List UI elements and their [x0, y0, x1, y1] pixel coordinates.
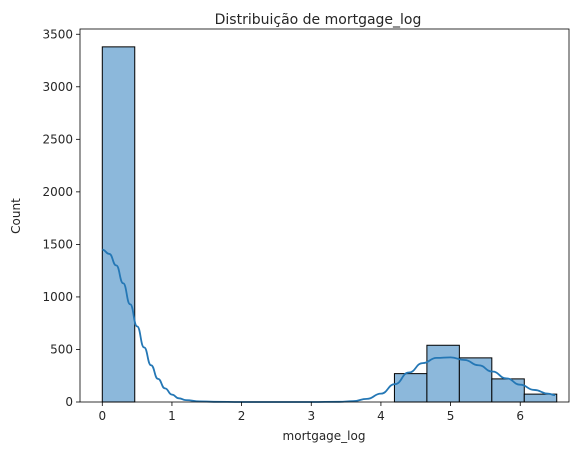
y-tick-label: 2000	[42, 185, 73, 199]
x-tick-label: 4	[377, 409, 385, 423]
y-tick-label: 0	[65, 395, 73, 409]
histogram-bar	[101, 46, 136, 403]
y-tick-label: 1000	[42, 290, 73, 304]
y-tick-label: 2500	[42, 132, 73, 146]
y-tick-label: 3500	[42, 27, 73, 41]
y-axis-label: Count	[9, 198, 23, 234]
x-axis-ticks: 0 1 2 3 4 5 6	[98, 402, 524, 423]
histogram-bar	[426, 344, 460, 403]
x-tick-label: 6	[516, 409, 524, 423]
x-tick-label: 5	[447, 409, 455, 423]
histogram-bars	[101, 46, 558, 403]
histogram-bar	[393, 373, 428, 403]
y-tick-label: 1500	[42, 237, 73, 251]
x-axis-label: mortgage_log	[283, 429, 366, 443]
histogram-bar	[491, 378, 525, 403]
x-tick-label: 2	[238, 409, 246, 423]
y-tick-label: 500	[50, 342, 73, 356]
chart-title: Distribuição de mortgage_log	[215, 12, 422, 28]
x-tick-label: 3	[307, 409, 315, 423]
y-axis-ticks: 0 500 1000 1500 2000 2500 3000 3500	[42, 27, 80, 409]
plot-frame	[79, 28, 570, 403]
x-tick-label: 0	[98, 409, 106, 423]
x-tick-label: 1	[168, 409, 176, 423]
y-tick-label: 3000	[42, 80, 73, 94]
